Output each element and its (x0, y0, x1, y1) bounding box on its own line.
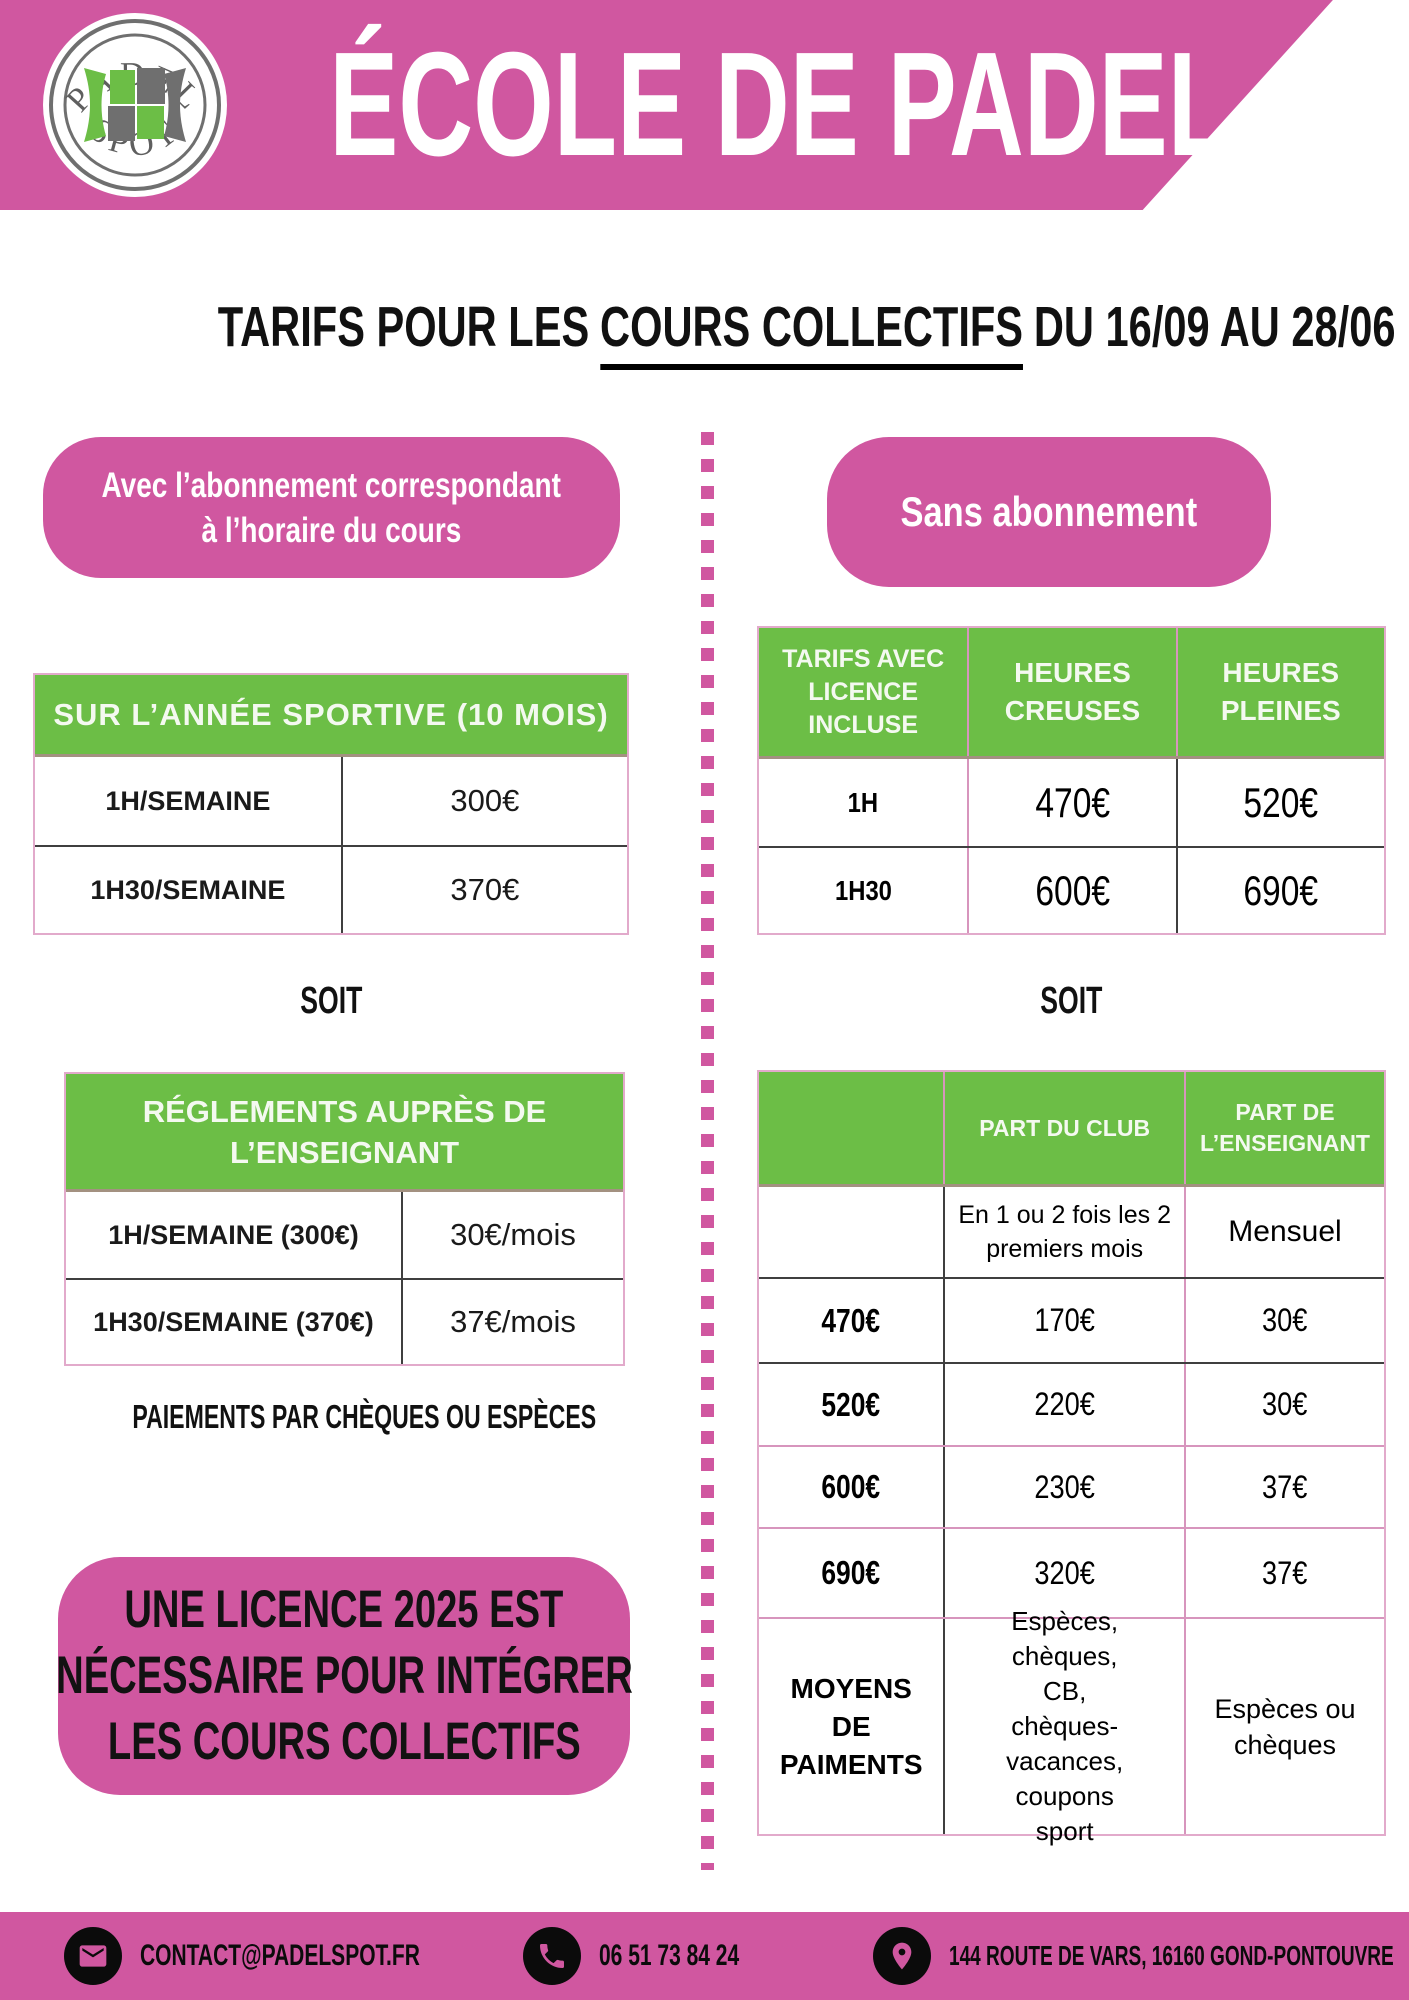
duration-cell: 1H/SEMAINE (35, 757, 343, 845)
table-row: 520€ 220€ 30€ (759, 1362, 1384, 1445)
licence-line: LES COURS COLLECTIFS (107, 1712, 581, 1771)
payment-note: PAIEMENTS PAR CHÈQUES OU ESPÈCES (132, 1398, 597, 1435)
teacher-payments-table: RÉGLEMENTS AUPRÈS DE L’ENSEIGNANT 1H/SEM… (64, 1072, 625, 1366)
table-row: 470€ 170€ 30€ (759, 1277, 1384, 1362)
phone-icon (523, 1927, 581, 1985)
padel-spot-logo: PADEL SPOT (42, 12, 228, 198)
badge-line: à l’horaire du cours (201, 510, 462, 550)
school-title-text: ÉCOLE DE PADEL (329, 22, 1231, 187)
licence-notice: UNE LICENCE 2025 EST NÉCESSAIRE POUR INT… (55, 1557, 633, 1795)
title-underlined: COURS COLLECTIFS (600, 295, 1024, 370)
duration-cell: 1H30/SEMAINE (370€) (66, 1280, 403, 1364)
teacher-payment-methods-cell: Espèces ou chèques (1184, 1619, 1384, 1834)
table-header: RÉGLEMENTS AUPRÈS DE L’ENSEIGNANT (66, 1074, 623, 1192)
table-header-cell: HEURES PLEINES (1175, 628, 1384, 756)
location-pin-icon (873, 1927, 931, 1985)
total-cell: 600€ (821, 1468, 881, 1505)
club-share-cell: En 1 ou 2 fois les 2 premiers mois (943, 1187, 1184, 1277)
price-cell: 520€ (1175, 759, 1384, 846)
badge-line: Avec l’abonnement correspondant (101, 465, 562, 505)
table-header-row: PART DU CLUB PART DE L’ENSEIGNANT (759, 1072, 1384, 1187)
badge-line: Sans abonnement (900, 488, 1198, 535)
table-row: 1H30/SEMAINE 370€ (35, 845, 627, 933)
duration-cell: 1H30 (834, 874, 892, 906)
table-row: 690€ 320€ 37€ (759, 1527, 1384, 1617)
table-row: En 1 ou 2 fois les 2 premiers mois Mensu… (759, 1187, 1384, 1277)
total-cell: 470€ (821, 1301, 881, 1339)
school-title: ÉCOLE DE PADEL (240, 0, 1320, 210)
table-row: 1H30/SEMAINE (370€) 37€/mois (66, 1278, 623, 1364)
table-row: 600€ 230€ 37€ (759, 1445, 1384, 1527)
table-row: 1H 470€ 520€ (759, 759, 1384, 846)
table-header-label: RÉGLEMENTS AUPRÈS DE L’ENSEIGNANT (142, 1093, 547, 1170)
price-cell: 600€ (967, 848, 1175, 933)
price-cell: 370€ (450, 872, 520, 907)
table-header-cell: PART DU CLUB (943, 1072, 1184, 1184)
table-row: 1H/SEMAINE (300€) 30€/mois (66, 1192, 623, 1278)
table-header-cell: TARIFS AVEC LICENCE INCLUSE (759, 628, 968, 756)
teacher-share-cell: 30€ (1184, 1279, 1384, 1362)
table-row: MOYENS DE PAIMENTS Espèces, chèques, CB,… (759, 1606, 1384, 1846)
table-row: 1H30 600€ 690€ (759, 846, 1384, 933)
total-cell: 690€ (821, 1554, 881, 1591)
club-share-cell: 170€ (943, 1279, 1184, 1362)
title-prefix: TARIFS POUR LES (217, 295, 590, 359)
soit-label-left: SOIT (299, 980, 363, 1022)
teacher-share-cell: Mensuel (1184, 1187, 1384, 1277)
logo-graphic: PADEL SPOT (43, 13, 227, 197)
total-cell (759, 1187, 943, 1277)
table-header-row: TARIFS AVEC LICENCE INCLUSE HEURES CREUS… (759, 628, 1384, 759)
table-header-label: SUR L’ANNÉE SPORTIVE (10 MOIS) (53, 696, 609, 732)
price-cell: 30€/mois (450, 1217, 576, 1252)
licence-line: UNE LICENCE 2025 EST (124, 1580, 564, 1639)
footer-email: CONTACT@PADELSPOT.FR (64, 1912, 540, 2000)
price-cell: 470€ (967, 759, 1175, 846)
teacher-share-cell: 37€ (1184, 1529, 1384, 1617)
duration-cell: 1H30/SEMAINE (35, 847, 343, 933)
footer-band: CONTACT@PADELSPOT.FR 06 51 73 84 24 144 … (0, 1912, 1409, 2000)
email-icon (64, 1927, 122, 1985)
table-header-cell (759, 1072, 944, 1184)
logo-checker-motif (84, 68, 186, 142)
club-share-cell: 230€ (943, 1447, 1184, 1527)
column-divider (701, 432, 714, 1870)
annual-pricing-table: SUR L’ANNÉE SPORTIVE (10 MOIS) 1H/SEMAIN… (33, 673, 629, 935)
soit-label-right: SOIT (1040, 980, 1103, 1022)
footer-phone: 06 51 73 84 24 (523, 1912, 799, 2000)
title-suffix: DU 16/09 AU 28/06 (1033, 295, 1396, 359)
no-subscription-badge: Sans abonnement (827, 437, 1271, 587)
club-share-cell: 320€ (943, 1529, 1184, 1617)
teacher-share-cell: 30€ (1184, 1364, 1384, 1445)
licence-pricing-table: TARIFS AVEC LICENCE INCLUSE HEURES CREUS… (757, 626, 1386, 935)
price-cell: 37€/mois (450, 1304, 576, 1339)
duration-cell: 1H (847, 786, 879, 818)
price-cell: 690€ (1175, 848, 1384, 933)
payment-split-table: PART DU CLUB PART DE L’ENSEIGNANT En 1 o… (757, 1070, 1386, 1846)
licence-line: NÉCESSAIRE POUR INTÉGRER (55, 1646, 633, 1705)
teacher-share-cell: 37€ (1184, 1447, 1384, 1527)
table-header-cell: PART DE L’ENSEIGNANT (1184, 1072, 1384, 1184)
total-cell: 520€ (821, 1385, 881, 1423)
table-row: 1H/SEMAINE 300€ (35, 757, 627, 845)
with-subscription-badge: Avec l’abonnement correspondant à l’hora… (43, 437, 620, 578)
price-cell: 300€ (450, 783, 520, 818)
footer-address: 144 ROUTE DE VARS, 16160 GOND-PONTOUVRE (873, 1912, 1409, 2000)
table-header-cell: HEURES CREUSES (967, 628, 1176, 756)
club-share-cell: 220€ (943, 1364, 1184, 1445)
page-title: TARIFS POUR LES COURS COLLECTIFS DU 16/09 … (0, 294, 1409, 370)
table-header: SUR L’ANNÉE SPORTIVE (10 MOIS) (35, 675, 627, 757)
club-payment-methods-cell: Espèces, chèques, CB, chèques-vacances, … (943, 1606, 1184, 1846)
payment-methods-label-cell: MOYENS DE PAIMENTS (779, 1672, 923, 1780)
duration-cell: 1H/SEMAINE (300€) (66, 1192, 403, 1278)
